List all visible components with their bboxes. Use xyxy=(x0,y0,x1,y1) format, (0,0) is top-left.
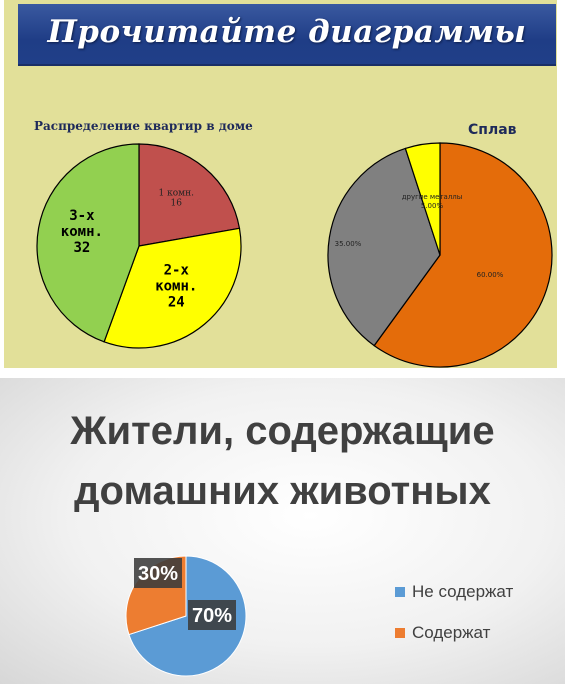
legend-label: Не содержат xyxy=(412,582,514,601)
pie-slice xyxy=(138,143,241,247)
legend-label: Содержат xyxy=(412,623,491,642)
data-label-box xyxy=(188,600,236,630)
pie-slice xyxy=(327,147,441,347)
legend-item-not-keeping: Не содержат xyxy=(395,581,513,603)
slide-pets: Жители, содержащие домашних животных 70%… xyxy=(0,378,565,684)
pets-title-line1: Жители, содержащие xyxy=(70,409,495,453)
data-label-2: 3-х комн. 32 xyxy=(61,208,103,256)
pie-slice xyxy=(128,555,247,677)
banner-title: Прочитайте диаграммы xyxy=(47,14,527,50)
alloy-pie-chart: 60.00% 35.00% другие металлы 5.00% xyxy=(327,142,553,368)
pie-slice xyxy=(36,143,140,343)
pie-slice xyxy=(103,227,242,349)
data-label-1-room: 1 комн. 16 xyxy=(159,189,195,209)
data-label-1: 2-х комн. 24 xyxy=(155,262,197,310)
data-label-70: 70% xyxy=(192,605,232,627)
alloy-chart-title: Сплав xyxy=(468,122,517,138)
data-label-60: 60.00% xyxy=(477,271,504,279)
data-label-box xyxy=(134,558,182,588)
data-label-5: другие металлы 5.00% xyxy=(402,193,463,210)
legend-swatch xyxy=(395,587,405,597)
slide-apartments-alloy: Прочитайте диаграммы Распределение кварт… xyxy=(4,0,557,368)
data-label-35: 35.00% xyxy=(335,240,362,248)
pie-slice xyxy=(373,142,553,368)
pets-pie-chart: 70% 30% xyxy=(125,555,247,677)
title-banner: Прочитайте диаграммы xyxy=(18,4,556,66)
pets-legend: Не содержат Содержат xyxy=(395,581,513,663)
apartments-chart-title: Распределение квартир в доме xyxy=(34,119,253,133)
data-label-30: 30% xyxy=(138,563,178,585)
pie-slice xyxy=(404,142,441,256)
legend-swatch xyxy=(395,628,405,638)
pets-title-line2: домашних животных xyxy=(74,469,491,513)
apartments-pie-chart: 1 комн. 16 2-х комн. 24 3-х комн. 32 xyxy=(36,143,242,349)
legend-item-keeping: Содержат xyxy=(395,622,513,644)
